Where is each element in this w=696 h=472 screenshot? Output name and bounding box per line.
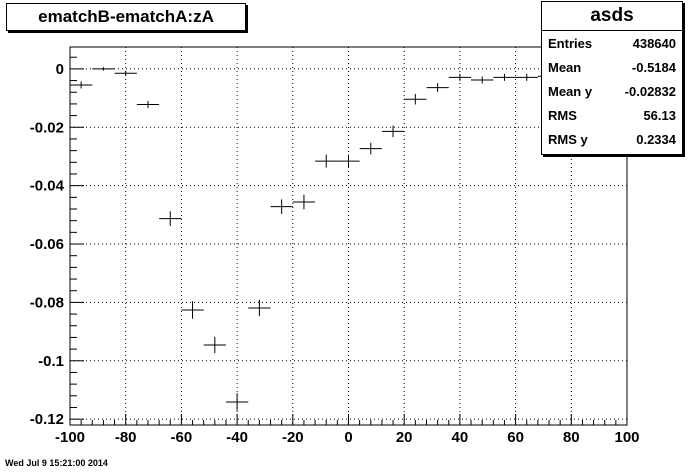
- data-point: [404, 93, 427, 105]
- stats-row-entries: Entries 438640: [542, 31, 682, 55]
- stats-value: 0.2334: [636, 131, 676, 147]
- stats-label: RMS: [548, 107, 577, 123]
- stats-label: Entries: [548, 35, 593, 51]
- x-tick-label: -100: [55, 429, 85, 446]
- data-point: [448, 73, 472, 81]
- data-point: [471, 76, 494, 84]
- data-point: [181, 301, 204, 319]
- data-point: [381, 125, 405, 138]
- stats-row-mean-y: Mean y -0.02832: [542, 79, 682, 103]
- y-tick-label: -0.02: [30, 119, 64, 136]
- axes: -100 -80 -60 -40 -20 0 20 40 60 80 100 0 -0.02 -0.04 -…: [30, 56, 640, 446]
- stats-row-rms-y: RMS y 0.2334: [542, 127, 682, 151]
- x-tick-label: -20: [282, 429, 304, 446]
- data-point: [114, 70, 137, 76]
- data-point: [70, 81, 93, 89]
- y-tick-label: 0: [56, 61, 64, 78]
- stats-row-mean: Mean -0.5184: [542, 55, 682, 79]
- x-tick-label: 100: [614, 429, 639, 446]
- x-tick-label: 0: [344, 429, 352, 446]
- data-point: [92, 67, 115, 71]
- data-point: [337, 154, 360, 168]
- data-point: [315, 154, 338, 168]
- data-point: [292, 194, 316, 210]
- x-tick-label: -60: [171, 429, 193, 446]
- x-tick-label: 80: [563, 429, 580, 446]
- grid-lines: [70, 47, 627, 425]
- data-point: [203, 336, 226, 354]
- chart-title: ematchB-ematchA:zA: [6, 3, 246, 31]
- x-tick-label: 60: [507, 429, 524, 446]
- y-tick-label: -0.12: [30, 411, 64, 428]
- x-tick-label: -80: [115, 429, 137, 446]
- data-point: [248, 299, 271, 317]
- timestamp-footer: Wed Jul 9 15:21:00 2014: [5, 458, 108, 468]
- plot-frame: [69, 46, 628, 426]
- stats-box: asds Entries 438640 Mean -0.5184 Mean y …: [541, 1, 683, 155]
- data-point: [136, 101, 160, 109]
- y-tick-label: -0.1: [38, 353, 64, 370]
- data-point: [225, 393, 249, 411]
- x-tick-label: 20: [396, 429, 413, 446]
- y-tick-label: -0.04: [30, 178, 65, 195]
- stats-label: Mean y: [548, 83, 593, 99]
- x-tick-label: 40: [452, 429, 469, 446]
- stats-label: RMS y: [548, 131, 588, 147]
- stats-label: Mean: [548, 59, 582, 75]
- stats-value: -0.5184: [631, 59, 676, 75]
- stats-row-rms: RMS 56.13: [542, 103, 682, 127]
- data-point: [426, 83, 449, 92]
- x-tick-label: -40: [226, 429, 248, 446]
- y-tick-label: -0.06: [30, 236, 64, 253]
- data-point: [515, 73, 538, 81]
- y-tick-label: -0.08: [30, 294, 64, 311]
- data-point: [493, 73, 516, 81]
- stats-value: 438640: [632, 35, 676, 51]
- stats-value: -0.02832: [624, 83, 676, 99]
- data-point: [159, 211, 182, 226]
- data-point: [270, 199, 293, 214]
- data-point: [359, 142, 382, 155]
- stats-value: 56.13: [643, 107, 676, 123]
- stats-title: asds: [542, 2, 682, 31]
